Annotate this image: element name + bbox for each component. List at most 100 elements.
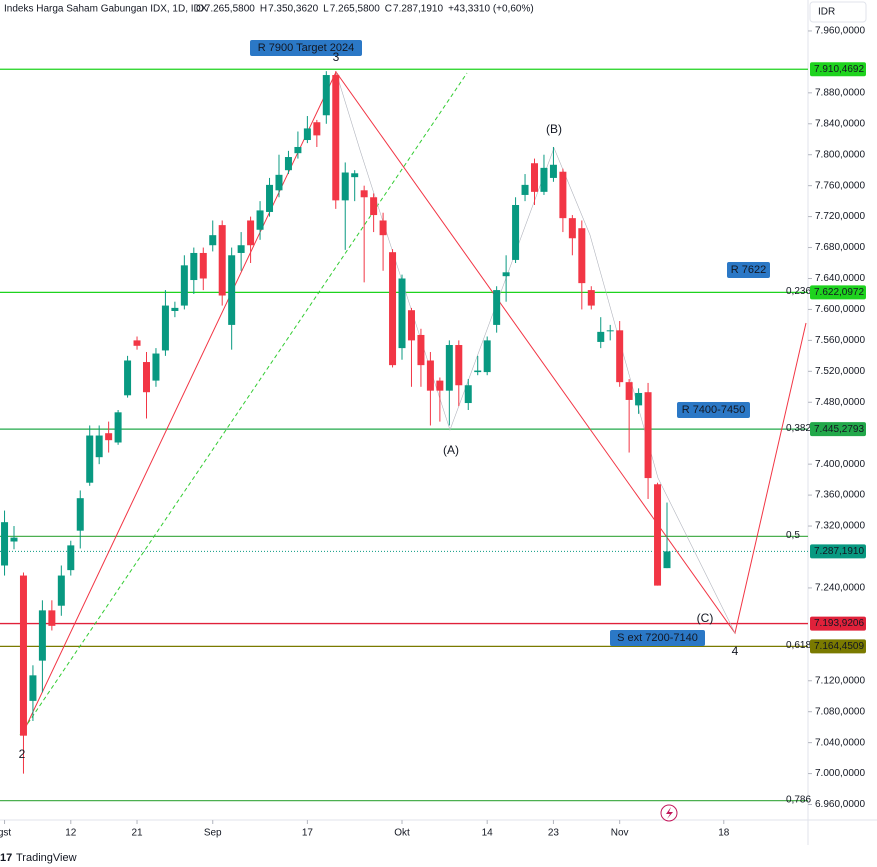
y-tick-label: 7.240,0000 [815, 583, 865, 594]
x-tick-label: gst [0, 828, 11, 839]
y-tick-label: 7.400,0000 [815, 459, 865, 470]
candles [1, 71, 671, 774]
candle-body [398, 278, 406, 349]
candle-body [663, 551, 671, 569]
ohlc-key: O [196, 4, 204, 15]
candle-body [247, 220, 255, 246]
price-label: 7.287,1910 [814, 546, 864, 557]
candle-body [124, 360, 132, 396]
candle-body [142, 362, 150, 393]
candle-body [597, 331, 605, 342]
candle-body [1, 522, 9, 566]
price-label: 7.193,9206 [814, 618, 864, 629]
candle-body [67, 545, 75, 571]
wave-line [21, 71, 807, 736]
candle-body [256, 210, 264, 230]
candle-body [275, 174, 283, 191]
price-label-box [810, 422, 866, 437]
candle-body [228, 255, 236, 325]
y-tick-label: 7.600,0000 [815, 304, 865, 315]
candle-body [616, 330, 624, 383]
price-label-box [810, 639, 866, 654]
y-tick-label: 7.880,0000 [815, 87, 865, 98]
ohlc-value: 7.265,5800 [330, 4, 380, 15]
candle-body [180, 265, 188, 306]
y-tick-label: 7.680,0000 [815, 242, 865, 253]
candle-body [76, 498, 84, 531]
currency-box[interactable] [809, 1, 867, 23]
sub-wave-line [335, 71, 736, 634]
event-icon-bolt [666, 807, 673, 819]
candle-body [445, 345, 453, 391]
x-tick-label: Sep [204, 828, 222, 839]
candle-body [502, 272, 510, 277]
y-tick-label: 7.000,0000 [815, 768, 865, 779]
annotation[interactable]: R 7400-7450 [682, 404, 746, 416]
wave-label: (C) [697, 611, 714, 625]
candle-body [578, 228, 586, 284]
candle-body [436, 380, 444, 391]
annotation[interactable]: R 7900 Target 2024 [258, 42, 354, 54]
fib-label: 0,5 [786, 530, 800, 541]
ohlc-key: L [323, 4, 329, 15]
ohlc-key: H [260, 4, 267, 15]
candle-body [407, 310, 415, 341]
symbol: Indeks Harga Saham Gabungan IDX, 1D, IDX [4, 4, 208, 15]
currency[interactable]: IDR [818, 7, 835, 18]
candle-body [133, 340, 141, 346]
y-tick-label: 7.640,0000 [815, 273, 865, 284]
price-label-box [810, 616, 866, 631]
y-tick-label: 7.320,0000 [815, 521, 865, 532]
candle-body [86, 435, 94, 483]
trend-line [19, 72, 468, 736]
x-tick-label: 17 [302, 828, 314, 839]
levels: 0,236 0,382 0,5 0,618 0,786 [0, 68, 811, 805]
candle-body [351, 173, 359, 178]
candle-body [105, 433, 113, 441]
price-label: 7.622,0972 [814, 287, 864, 298]
candle-body [48, 610, 56, 626]
y-tick-label: 7.360,0000 [815, 490, 865, 501]
y-tick-label: 7.560,0000 [815, 335, 865, 346]
candle-body [483, 340, 491, 373]
price-label: 7.910,4692 [814, 64, 864, 75]
y-tick-label: 7.080,0000 [815, 706, 865, 717]
candle-body [531, 163, 539, 192]
candle-body [587, 290, 595, 306]
y-tick-label: 7.040,0000 [815, 737, 865, 748]
candle-body [512, 205, 520, 260]
candle-body [171, 307, 179, 311]
change: +43,3310 (+0,60%) [448, 4, 534, 15]
candle-body [199, 252, 207, 279]
candle-body [114, 412, 122, 443]
y-tick-label: 7.520,0000 [815, 366, 865, 377]
annotation-box[interactable] [610, 630, 705, 646]
annotation-box[interactable] [250, 40, 362, 56]
annotation-box[interactable] [677, 402, 750, 418]
candle-body [540, 167, 548, 192]
fib-label: 0,236 [786, 286, 811, 297]
candle-body [474, 370, 482, 373]
wave-label: 2 [19, 747, 26, 761]
candle-body [625, 382, 633, 400]
candle-body [389, 252, 397, 366]
candle-body [654, 484, 662, 586]
candle-body [464, 385, 472, 404]
x-tick-label: 21 [131, 828, 143, 839]
wave-label: 4 [732, 644, 739, 658]
candle-body [635, 392, 643, 406]
annotation[interactable]: R 7622 [731, 264, 766, 276]
annotation[interactable]: S ext 7200-7140 [617, 632, 698, 644]
wave-label: (B) [546, 122, 562, 136]
candle-body [370, 197, 378, 216]
candle-body [218, 225, 226, 296]
ohlc: O 7.265,5800 H 7.350,3620 L 7.265,5800 C 7.287,… [196, 4, 534, 15]
x-tick-label: Okt [394, 828, 410, 839]
candle-body [568, 218, 576, 239]
ohlc-value: 7.350,3620 [268, 4, 318, 15]
annotation-box[interactable] [727, 262, 770, 278]
candle-body [152, 353, 160, 381]
brand: TradingView [16, 852, 77, 864]
